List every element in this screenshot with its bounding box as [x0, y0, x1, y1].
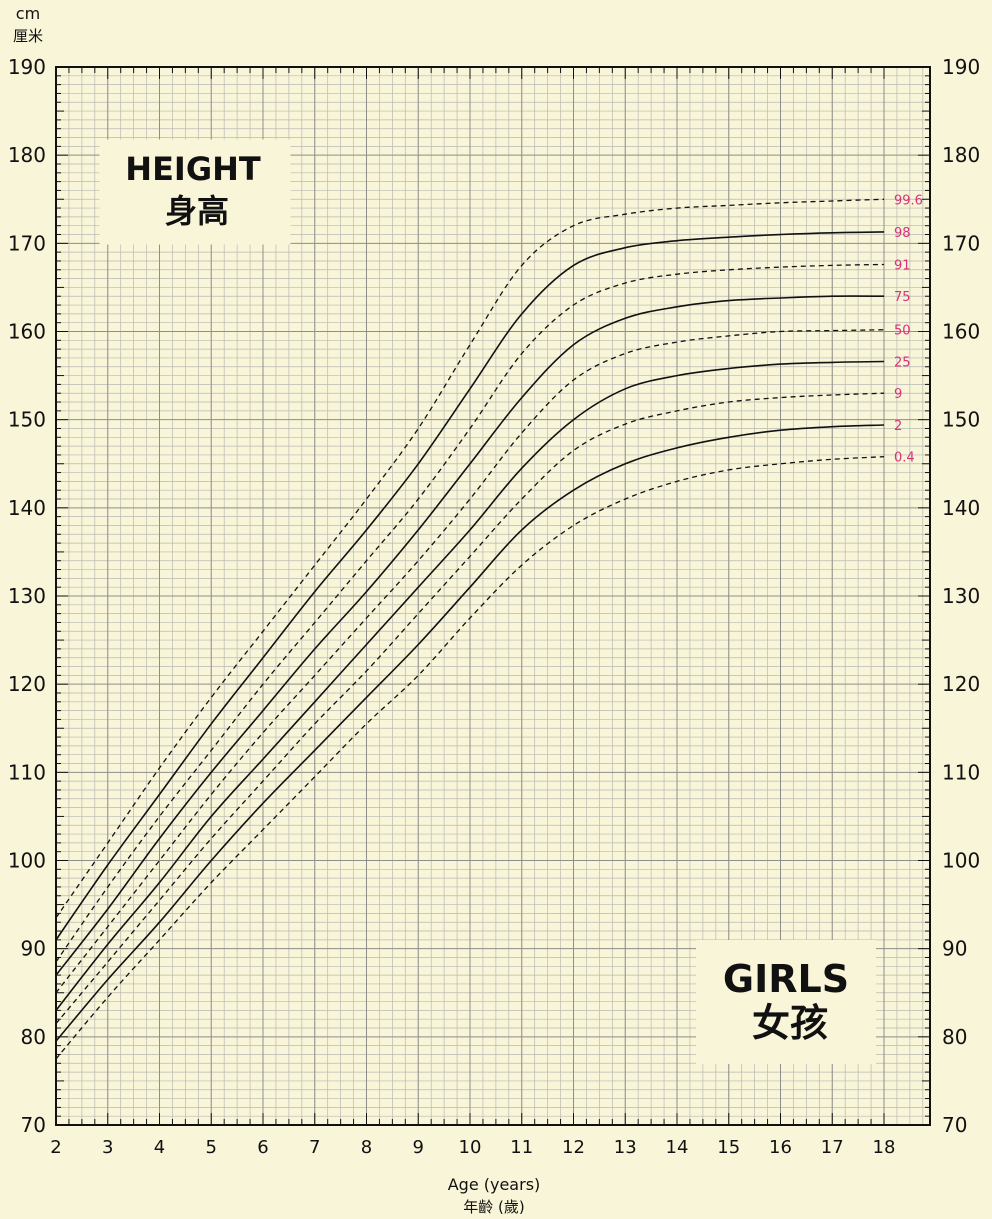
percentile-labels: 99.6 98 91 75 50 25 9 2 0.4	[894, 193, 923, 465]
y-tick-labels-left: 70 80 90 100 110 120 130 140 150 160 170 180 190	[8, 55, 46, 1137]
girls-label-panel	[696, 940, 876, 1064]
y-tick-label: 170	[8, 231, 46, 255]
percentile-label-91: 91	[894, 258, 911, 273]
percentile-label-75: 75	[894, 290, 911, 305]
y-tick-label: 140	[8, 496, 46, 520]
x-tick-label: 9	[413, 1137, 424, 1158]
x-tick-label: 15	[717, 1137, 740, 1158]
x-tick-label: 13	[614, 1137, 637, 1158]
percentile-lines	[55, 198, 885, 1060]
x-tick-label: 8	[361, 1137, 372, 1158]
y-tick-label: 160	[8, 320, 46, 344]
y-tick-label: 100	[8, 849, 46, 873]
chart-title-cn: 身高	[165, 192, 229, 230]
percentile-line-0-4	[55, 456, 885, 1060]
x-tick-label: 3	[102, 1137, 113, 1158]
chart-title: HEIGHT	[125, 150, 261, 188]
y-tick-label: 80	[21, 1025, 46, 1049]
percentile-line-50	[55, 329, 885, 994]
percentile-label-25: 25	[894, 355, 911, 370]
y-tick-label: 170	[942, 231, 980, 255]
y-tick-label: 100	[942, 849, 980, 873]
x-tick-label: 14	[666, 1137, 689, 1158]
y-tick-label: 160	[942, 320, 980, 344]
girls-label-box: GIRLS 女孩	[696, 940, 876, 1064]
y-tick-label: 90	[21, 937, 46, 961]
y-tick-label: 150	[942, 408, 980, 432]
y-tick-label: 130	[942, 584, 980, 608]
x-tick-labels: 2 3 4 5 6 7 8 9 10 11 12 13 14 15 16 17 18	[50, 1137, 895, 1158]
y-axis-unit: cm	[16, 4, 40, 23]
y-axis-unit-cn: 厘米	[13, 27, 43, 45]
y-tick-label: 90	[942, 937, 967, 961]
major-grid	[55, 66, 930, 1126]
y-tick-label: 180	[8, 143, 46, 167]
x-tick-label: 7	[309, 1137, 320, 1158]
y-tick-label: 110	[8, 760, 46, 784]
x-tick-label: 12	[562, 1137, 585, 1158]
y-tick-label: 190	[942, 55, 980, 79]
y-tick-label: 190	[8, 55, 46, 79]
y-tick-label: 70	[21, 1113, 46, 1137]
percentile-line-2	[55, 424, 885, 1042]
x-tick-label: 17	[821, 1137, 844, 1158]
x-axis-label: Age (years)	[448, 1175, 541, 1194]
percentile-line-91	[55, 263, 885, 963]
percentile-line-98	[55, 231, 885, 941]
y-tick-label: 110	[942, 760, 980, 784]
y-tick-label: 120	[8, 672, 46, 696]
x-axis-label-cn: 年齡 (歲)	[463, 1198, 524, 1216]
chart-subtitle-cn: 女孩	[752, 1001, 828, 1045]
y-tick-label: 150	[8, 408, 46, 432]
percentile-label-0-4: 0.4	[894, 451, 915, 466]
percentile-label-9: 9	[894, 387, 902, 402]
percentile-line-75	[55, 295, 885, 976]
y-tick-label: 130	[8, 584, 46, 608]
y-tick-label: 120	[942, 672, 980, 696]
y-tick-label: 140	[942, 496, 980, 520]
x-tick-label: 4	[154, 1137, 165, 1158]
height-title-box: HEIGHT 身高	[99, 139, 291, 245]
chart-subtitle: GIRLS	[723, 957, 849, 1001]
percentile-line-9	[55, 392, 885, 1025]
x-tick-label: 18	[873, 1137, 896, 1158]
x-tick-label: 10	[459, 1137, 482, 1158]
x-tick-label: 2	[50, 1137, 61, 1158]
percentile-line-25	[55, 360, 885, 1011]
height-title-panel	[99, 139, 291, 245]
percentile-label-2: 2	[894, 419, 902, 434]
x-tick-label: 16	[769, 1137, 792, 1158]
percentile-label-99-6: 99.6	[894, 193, 923, 208]
plot-frame	[55, 66, 931, 1126]
y-tick-label: 70	[942, 1113, 967, 1137]
y-tick-label: 180	[942, 143, 980, 167]
x-tick-label: 11	[510, 1137, 533, 1158]
percentile-line-99-6	[55, 198, 885, 919]
y-tick-label: 80	[942, 1025, 967, 1049]
x-tick-label: 5	[206, 1137, 217, 1158]
percentile-label-50: 50	[894, 324, 911, 339]
percentile-label-98: 98	[894, 226, 911, 241]
x-tick-label: 6	[257, 1137, 268, 1158]
y-tick-labels-right: 70 80 90 100 110 120 130 140 150 160 170 180 190	[942, 55, 980, 1137]
